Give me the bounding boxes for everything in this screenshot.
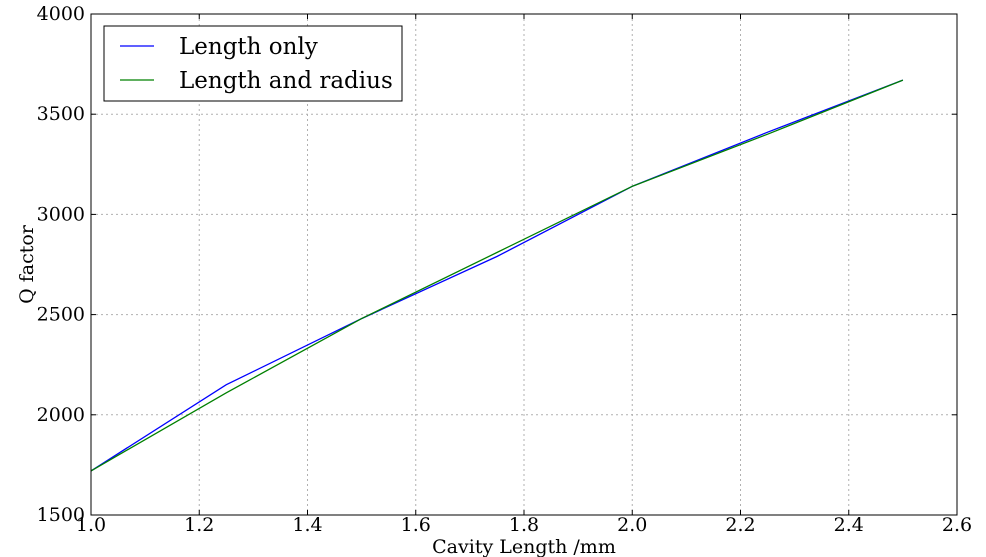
y-tick-label: 1500 xyxy=(37,504,85,526)
x-tick-label: 1.0 xyxy=(76,514,106,536)
x-tick-label: 2.4 xyxy=(834,514,864,536)
x-tick-label: 1.8 xyxy=(509,514,539,536)
series-lines xyxy=(90,79,904,472)
x-tick-label: 1.4 xyxy=(292,514,322,536)
series-line-1 xyxy=(90,79,904,472)
y-tick-label: 2500 xyxy=(37,304,85,326)
legend-box xyxy=(103,25,403,102)
legend-label-length-and-radius: Length and radius xyxy=(179,68,393,94)
ticks: 1.0 1.2 1.4 1.6 1.8 2.0 2.2 2.4 2.6 1500 2000 2500 3… xyxy=(37,3,972,536)
y-tick-label: 4000 xyxy=(37,3,85,25)
x-tick-label: 1.6 xyxy=(401,514,431,536)
x-tick-label: 2.6 xyxy=(942,514,972,536)
series-line-0 xyxy=(90,79,904,472)
y-axis-label: Q factor xyxy=(16,224,38,304)
y-tick-label: 3500 xyxy=(37,103,85,125)
x-axis-label: Cavity Length /mm xyxy=(432,536,616,557)
x-tick-label: 2.0 xyxy=(617,514,647,536)
legend-label-length-only: Length only xyxy=(179,34,318,60)
x-tick-label: 2.2 xyxy=(725,514,755,536)
y-tick-label: 3000 xyxy=(37,203,85,225)
y-tick-label: 2000 xyxy=(37,404,85,426)
legend: Length only Length and radius xyxy=(103,25,403,102)
x-tick-label: 1.2 xyxy=(184,514,214,536)
